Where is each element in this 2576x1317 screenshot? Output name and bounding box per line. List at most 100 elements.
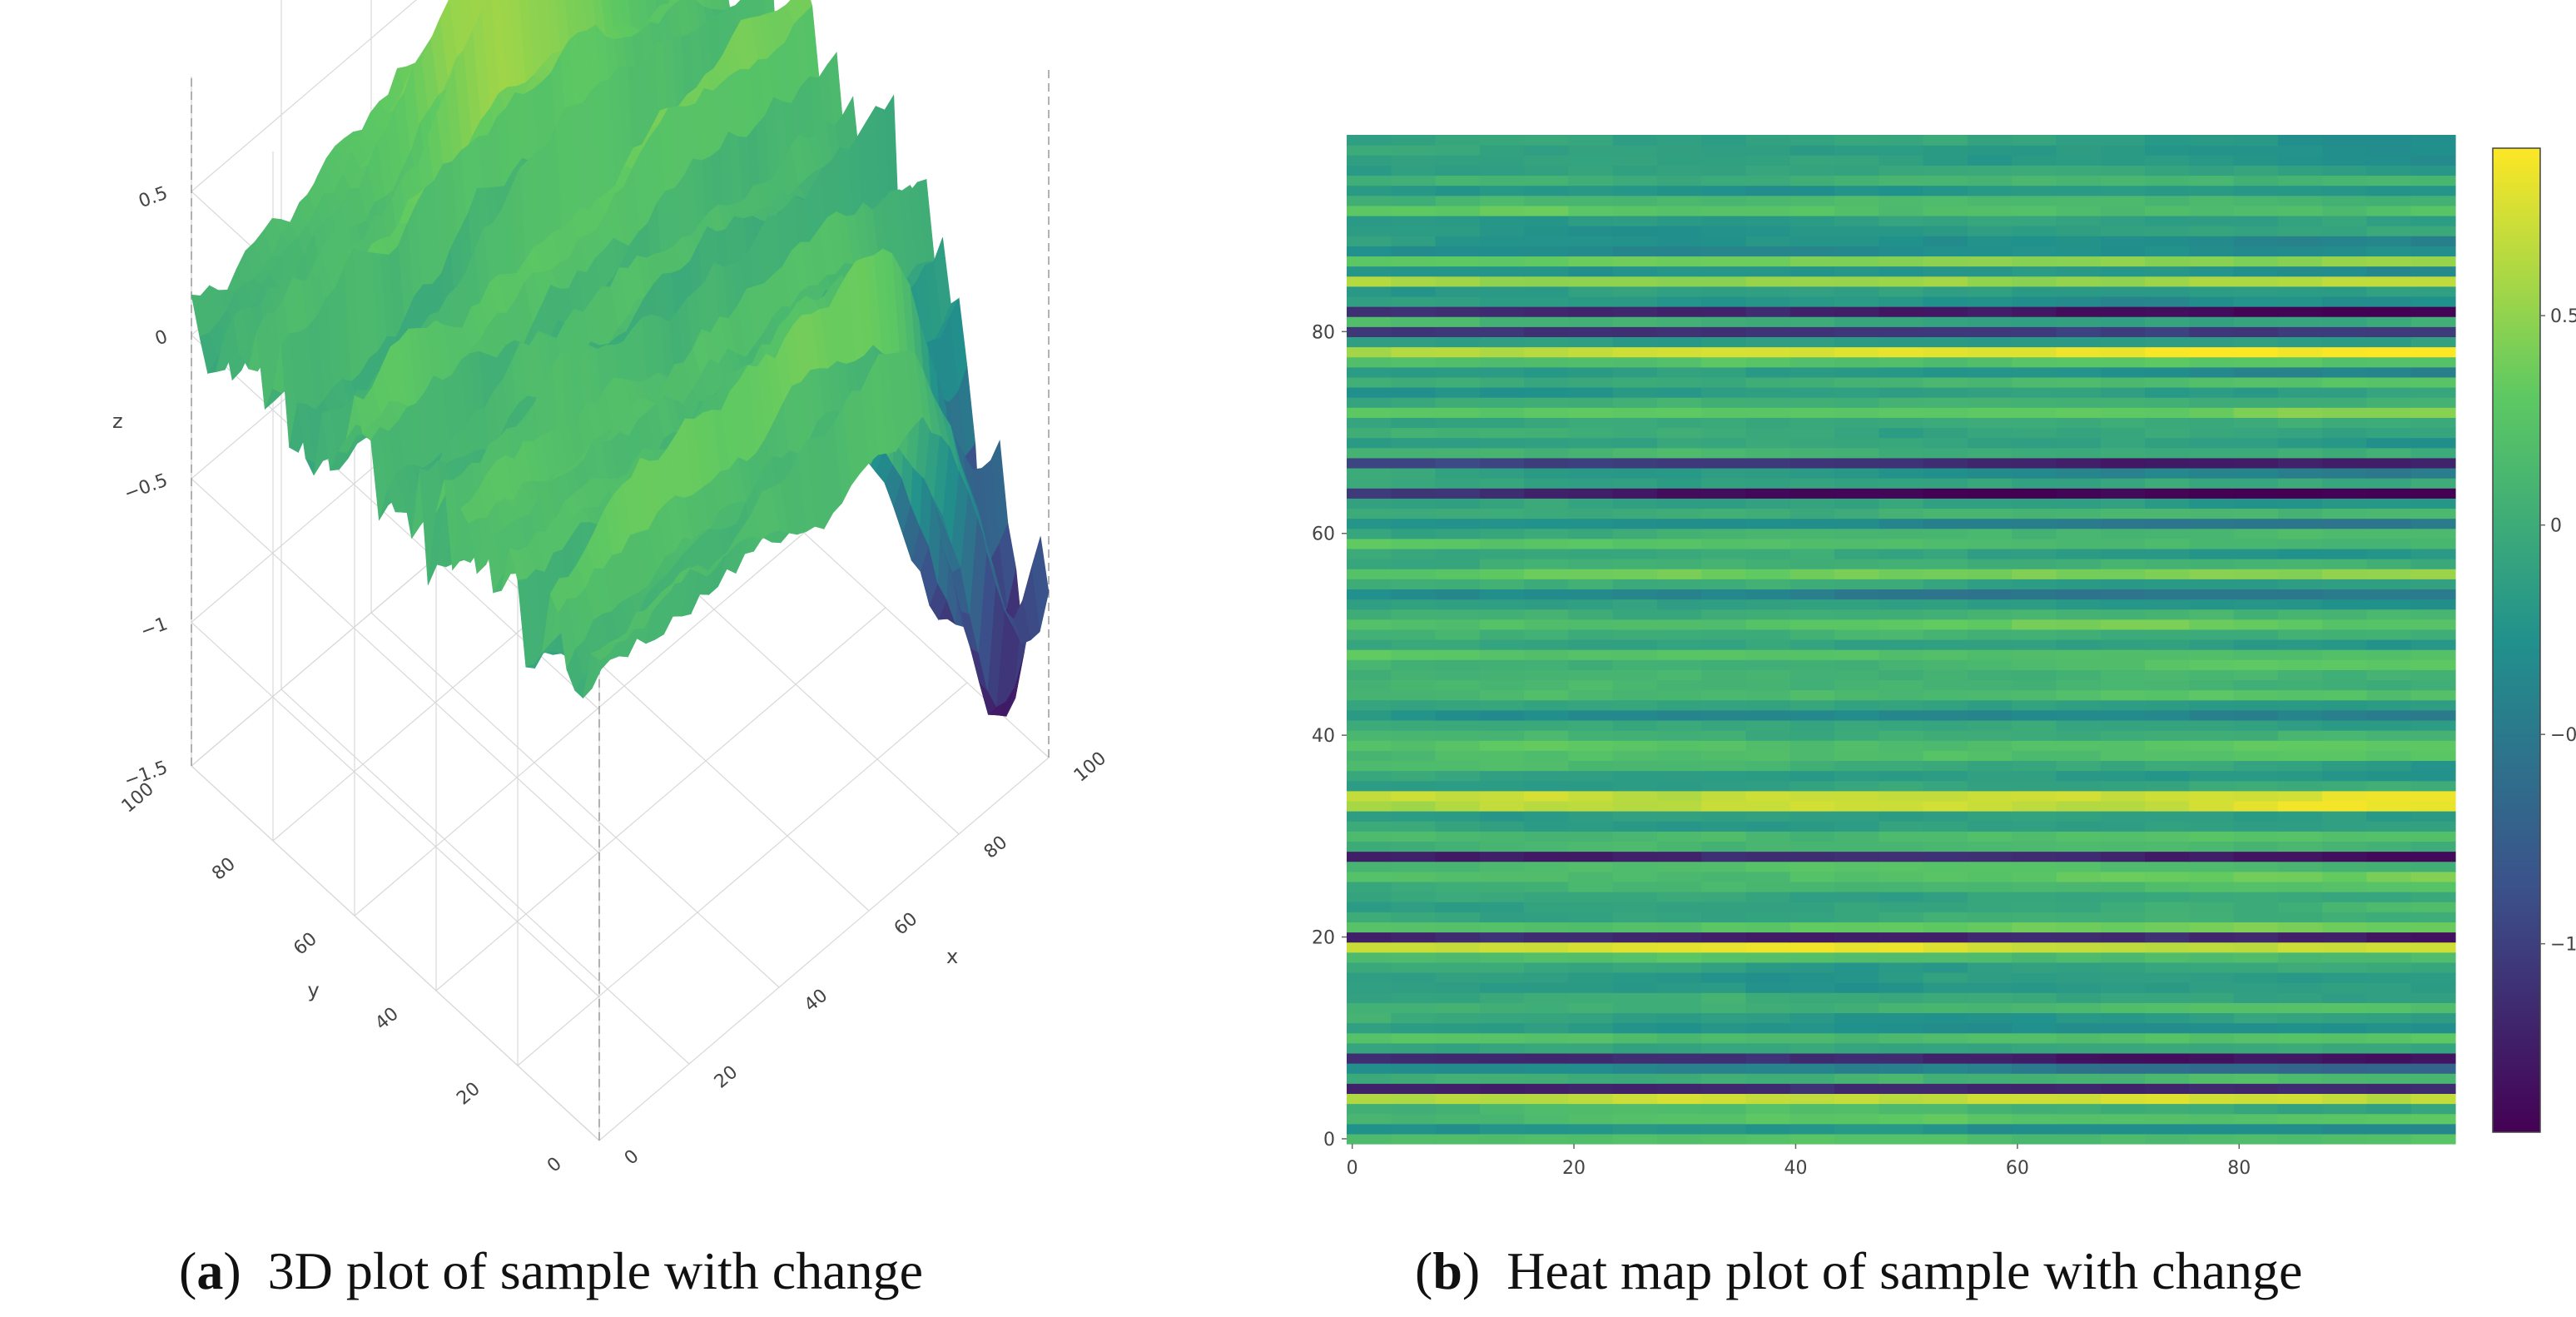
heatmap-cell (1656, 1042, 1702, 1054)
heatmap-cell (2100, 205, 2146, 216)
heatmap-cell (1612, 932, 1658, 943)
heatmap-cell (2012, 932, 2057, 943)
heatmap-cell (2366, 175, 2412, 186)
heatmap-cell (1479, 1032, 1525, 1044)
heatmap-cell (1568, 498, 1614, 509)
heatmap-cell (2145, 246, 2190, 257)
heatmap-cell (1923, 437, 1968, 449)
heatmap-cell (2277, 669, 2323, 681)
heatmap-cell (2410, 205, 2456, 216)
heatmap-cell (1834, 942, 1879, 953)
heatmap-cell (1391, 376, 1437, 388)
heatmap-cell (1745, 397, 1791, 408)
z-tick-label: −0.5 (122, 470, 171, 505)
heatmap-cell (1745, 478, 1791, 489)
heatmap-cell (1967, 346, 2013, 358)
heatmap-cell (1568, 831, 1614, 842)
heatmap-cell (2056, 266, 2102, 277)
heatmap-cell (1568, 649, 1614, 660)
heatmap-cell (1923, 1133, 1968, 1145)
heatmap-cell (1568, 548, 1614, 559)
heatmap-cell (1524, 679, 1569, 691)
heatmap-cell (1967, 992, 2013, 1003)
heatmap-cell (1391, 205, 1437, 216)
heatmap-cell (1879, 639, 1924, 650)
heatmap-cell (2277, 800, 2323, 812)
heatmap-cell (2410, 498, 2456, 509)
heatmap-cell (1656, 589, 1702, 600)
heatmap-cell (1435, 397, 1481, 408)
heatmap-cell (1701, 528, 1747, 539)
heatmap-cell (1391, 689, 1437, 701)
heatmap-cell (2233, 569, 2279, 579)
heatmap-cell (1923, 1063, 1968, 1074)
heatmap-cell (1879, 649, 1924, 660)
heatmap-cell (1656, 1052, 1702, 1064)
heatmap-cell (2145, 467, 2190, 479)
heatmap-cell (1879, 356, 1924, 368)
heatmap-cell (2100, 922, 2146, 933)
heatmap-cell (1524, 215, 1569, 226)
heatmap-cell (1879, 559, 1924, 569)
heatmap-cell (1656, 1032, 1702, 1044)
heatmap-cell (2410, 1113, 2456, 1125)
heatmap-cell (2012, 780, 2057, 792)
heatmap-cell (1745, 851, 1791, 862)
heatmap-cell (2100, 881, 2146, 892)
heatmap-cell (1967, 892, 2013, 902)
heatmap-cell (1789, 861, 1835, 872)
heatmap-cell (2012, 1133, 2057, 1145)
heatmap-cell (2322, 276, 2368, 287)
heatmap-cell (1479, 952, 1525, 963)
heatmap-cell (1834, 246, 1879, 257)
heatmap-cell (2189, 902, 2235, 912)
y-tick-label: 0 (543, 1153, 566, 1176)
heatmap-cell (1656, 902, 1702, 912)
heatmap-cell (1347, 811, 1392, 822)
heatmap-cell (1391, 922, 1437, 933)
heatmap-cell (2145, 649, 2190, 660)
heatmap-cell (1789, 1063, 1835, 1074)
heatmap-cell (2322, 902, 2368, 912)
heatmap-cell (2233, 669, 2279, 681)
heatmap-cell (2100, 538, 2146, 549)
heatmap-cell (1967, 1083, 2013, 1094)
heatmap-cell (2410, 1063, 2456, 1074)
heatmap-cell (2233, 256, 2279, 267)
heatmap-cell (1789, 1073, 1835, 1084)
heatmap-cell (1347, 719, 1392, 731)
heatmap-cell (1967, 881, 2013, 892)
heatmap-cell (2100, 619, 2146, 630)
heatmap-cell (1524, 619, 1569, 630)
heatmap-cell (2100, 336, 2146, 348)
heatmap-cell (2233, 679, 2279, 691)
heatmap-cell (1347, 649, 1392, 660)
heatmap-cell (1391, 326, 1437, 337)
heatmap-cell (1391, 639, 1437, 650)
heatmap-cell (1879, 155, 1924, 166)
heatmap-cell (2189, 236, 2235, 246)
heatmap-cell (2410, 811, 2456, 822)
heatmap-cell (2145, 629, 2190, 640)
heatmap-cell (1612, 821, 1658, 832)
heatmap-cell (2189, 892, 2235, 902)
heatmap-cell (2277, 447, 2323, 459)
heatmap-cell (1834, 306, 1879, 317)
heatmap-cell (2056, 1113, 2102, 1125)
heatmap-cell (2056, 790, 2102, 802)
heatmap-cell (2056, 316, 2102, 327)
heatmap-cell (1745, 599, 1791, 610)
heatmap-cell (2410, 538, 2456, 549)
heatmap-cell (2189, 1123, 2235, 1135)
heatmap-cell (1879, 1133, 1924, 1145)
heatmap-cell (1834, 155, 1879, 166)
heatmap-cell (1435, 155, 1481, 166)
heatmap-cell (1435, 599, 1481, 610)
heatmap-cell (2366, 346, 2412, 358)
heatmap-cell (1745, 892, 1791, 902)
heatmap-cell (1347, 892, 1392, 902)
heatmap-cell (2100, 155, 2146, 166)
heatmap-cell (1656, 346, 1702, 358)
heatmap-cell (1834, 962, 1879, 973)
heatmap-cell (2410, 508, 2456, 519)
